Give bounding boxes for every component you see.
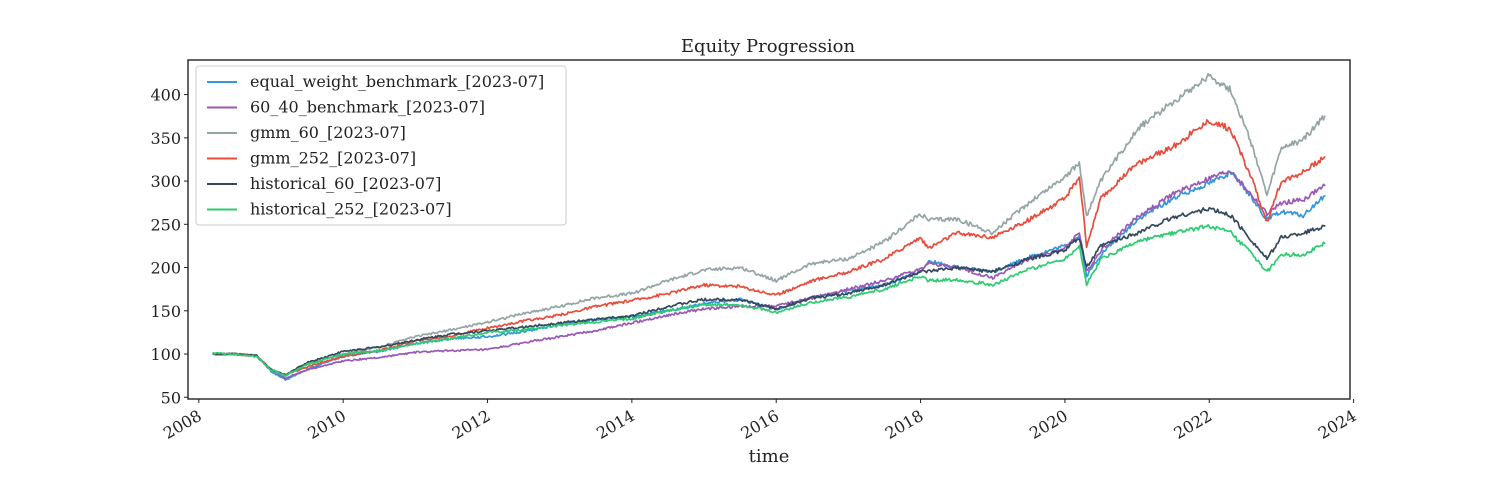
y-tick-label: 100 — [150, 345, 181, 364]
y-tick-label: 350 — [150, 129, 181, 148]
legend-label: gmm_60_[2023-07] — [250, 123, 406, 142]
series-line-6 — [212, 223, 1326, 378]
x-tick-label: 2018 — [882, 406, 927, 443]
x-tick-label: 2008 — [160, 406, 205, 443]
x-axis: 2008 2010 2012 2014 2016 2018 2020 2022 2024 — [160, 399, 1360, 443]
series-line-5 — [212, 206, 1326, 376]
x-tick-label: 2024 — [1315, 406, 1360, 443]
legend-label: equal_weight_benchmark_[2023-07] — [250, 72, 544, 91]
x-tick-label: 2022 — [1170, 406, 1215, 443]
series-line-3 — [212, 72, 1326, 377]
legend: equal_weight_benchmark_[2023-07] 60_40_be… — [195, 65, 567, 226]
y-tick-label: 250 — [150, 215, 181, 234]
legend-label: gmm_252_[2023-07] — [250, 149, 416, 168]
x-tick-label: 2016 — [737, 406, 782, 443]
series-line-2 — [212, 170, 1326, 380]
y-tick-label: 400 — [150, 86, 181, 105]
legend-label: historical_252_[2023-07] — [250, 200, 452, 219]
x-tick-label: 2010 — [304, 406, 349, 443]
chart-title: Equity Progression — [681, 36, 856, 57]
x-tick-label: 2012 — [449, 406, 494, 443]
y-tick-label: 150 — [150, 302, 181, 321]
legend-label: 60_40_benchmark_[2023-07] — [250, 98, 485, 117]
plot-frame — [187, 59, 1351, 400]
y-tick-label: 300 — [150, 172, 181, 191]
y-axis: 50 100 150 200 250 300 350 400 — [150, 86, 188, 407]
x-tick-label: 2020 — [1026, 406, 1071, 443]
x-tick-label: 2014 — [593, 406, 638, 443]
y-tick-label: 200 — [150, 259, 181, 278]
series-layer — [212, 72, 1326, 382]
y-tick-label: 50 — [161, 388, 181, 407]
legend-label: historical_60_[2023-07] — [250, 174, 441, 193]
x-axis-label: time — [749, 446, 790, 467]
series-line-4 — [212, 119, 1326, 376]
legend-box — [195, 65, 567, 226]
